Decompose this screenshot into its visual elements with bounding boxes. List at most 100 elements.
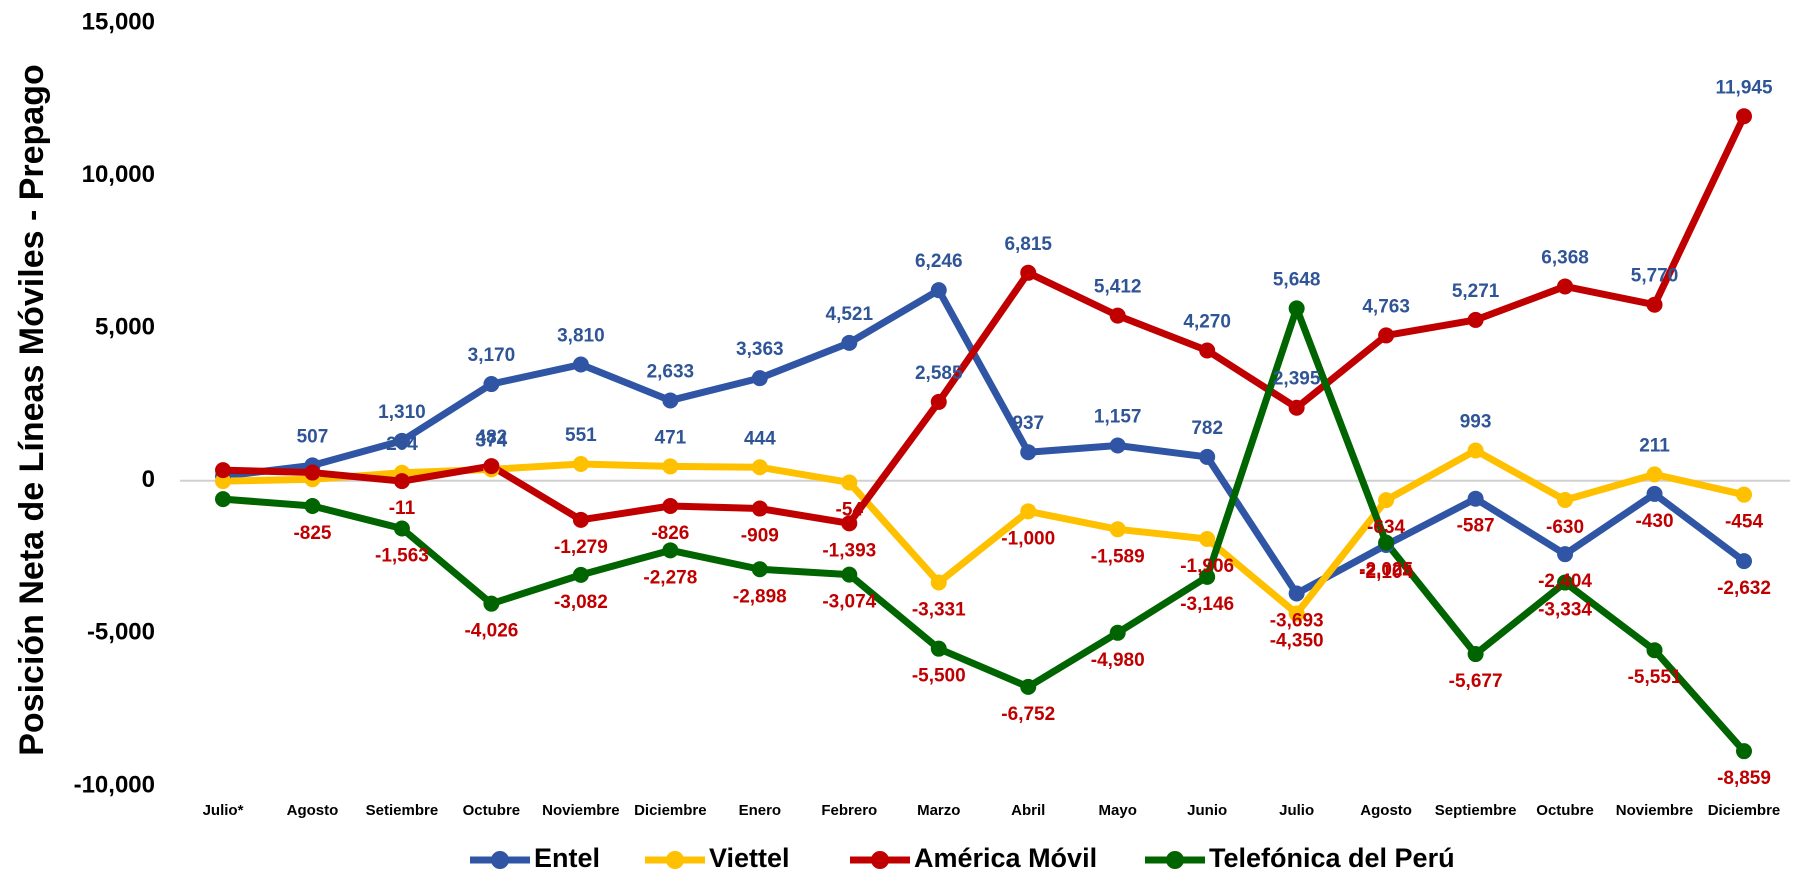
legend-marker <box>1166 851 1184 869</box>
data-label: 264 <box>386 434 418 455</box>
data-label: 1,157 <box>1094 407 1142 428</box>
point <box>393 473 410 490</box>
point <box>1646 466 1663 483</box>
point <box>1288 605 1305 622</box>
legend-label: Telefónica del Perú <box>1209 843 1455 873</box>
data-label: -454 <box>1725 512 1763 533</box>
data-label: -3,146 <box>1180 594 1234 615</box>
point <box>393 520 410 537</box>
data-label: 3,170 <box>468 345 516 366</box>
y-tick-label: 5,000 <box>95 314 155 341</box>
x-tick-label: Octubre <box>463 802 521 819</box>
data-label: -11 <box>389 498 416 519</box>
data-label: 2,395 <box>1273 369 1321 390</box>
point <box>304 464 321 481</box>
point <box>1020 264 1037 281</box>
point <box>1378 492 1395 509</box>
y-tick-label: 10,000 <box>82 161 155 188</box>
y-tick-label: -10,000 <box>74 771 155 798</box>
point <box>1646 296 1663 313</box>
data-label: -8,859 <box>1717 768 1771 789</box>
data-label: 993 <box>1460 412 1492 433</box>
data-label: 5,648 <box>1273 269 1321 290</box>
x-tick-label: Diciembre <box>634 802 707 819</box>
data-label: 6,246 <box>915 251 963 272</box>
legend-label: Entel <box>534 843 600 873</box>
data-label: 5,770 <box>1631 266 1679 287</box>
x-tick-label: Abril <box>1011 802 1045 819</box>
data-label: 482 <box>476 427 508 448</box>
data-label: 374 <box>476 430 508 451</box>
point <box>215 491 231 508</box>
point <box>662 392 679 409</box>
point <box>1557 574 1574 591</box>
data-label: -825 <box>293 523 331 544</box>
point <box>393 432 410 449</box>
data-label: 471 <box>655 427 687 448</box>
data-label: 4,521 <box>826 304 874 325</box>
point <box>662 498 679 515</box>
legend-marker <box>871 851 889 869</box>
data-label: -5,677 <box>1449 671 1503 692</box>
point <box>1736 553 1752 570</box>
series-line <box>222 304 1747 754</box>
point <box>930 640 947 657</box>
data-label: -3,082 <box>554 592 608 613</box>
data-label: -634 <box>1367 517 1405 538</box>
data-label: -5,500 <box>912 666 966 687</box>
data-label: -2,025 <box>1359 560 1413 581</box>
data-label: -4,980 <box>1091 650 1145 671</box>
point <box>1199 448 1216 465</box>
point <box>304 497 321 514</box>
x-tick-label: Febrero <box>821 802 877 819</box>
x-tick-label: Noviembre <box>1616 802 1694 819</box>
data-label: -2,404 <box>1538 571 1592 592</box>
data-label: -3,334 <box>1538 600 1592 621</box>
data-label: -630 <box>1546 517 1584 538</box>
data-label: -3,331 <box>912 599 966 620</box>
data-label: -1,906 <box>1180 556 1234 577</box>
point <box>1467 311 1484 328</box>
point <box>483 595 500 612</box>
point <box>751 500 768 517</box>
point <box>572 455 589 472</box>
point <box>1109 521 1126 538</box>
point <box>1646 485 1663 502</box>
x-tick-label: Junio <box>1187 802 1227 819</box>
point <box>930 393 947 410</box>
point <box>751 370 768 387</box>
point <box>572 356 589 373</box>
x-tick-label: Enero <box>739 802 782 819</box>
point <box>1199 568 1216 585</box>
point <box>483 458 500 475</box>
data-label: -1,000 <box>1001 528 1055 549</box>
data-label: -6,752 <box>1001 704 1055 725</box>
data-label: 1,310 <box>378 402 426 423</box>
point <box>1199 530 1216 547</box>
data-label: -2,104 <box>1359 562 1413 583</box>
legend-label: Viettel <box>709 843 790 873</box>
data-label: 5,271 <box>1452 281 1500 302</box>
point <box>930 282 947 299</box>
point <box>1020 678 1037 695</box>
point <box>572 511 589 528</box>
data-label: 6,368 <box>1541 247 1589 268</box>
point <box>841 474 858 491</box>
data-label: -1,563 <box>375 546 429 567</box>
data-label: 937 <box>1012 413 1044 434</box>
data-label: -1,589 <box>1091 546 1145 567</box>
point <box>1199 342 1216 359</box>
data-label: -4,350 <box>1270 631 1324 652</box>
x-tick-label: Julio <box>1279 802 1314 819</box>
data-label: -54 <box>836 499 864 520</box>
data-label: -5,551 <box>1628 667 1682 688</box>
y-tick-label: -5,000 <box>87 619 155 646</box>
data-label: -4,026 <box>464 621 518 642</box>
data-label: -1,393 <box>822 540 876 561</box>
point <box>662 458 679 475</box>
data-label: -430 <box>1636 511 1674 532</box>
x-tick-label: Agosto <box>1360 802 1412 819</box>
point <box>1378 327 1395 344</box>
data-label: -826 <box>651 523 689 544</box>
data-label: -1,279 <box>554 537 608 558</box>
